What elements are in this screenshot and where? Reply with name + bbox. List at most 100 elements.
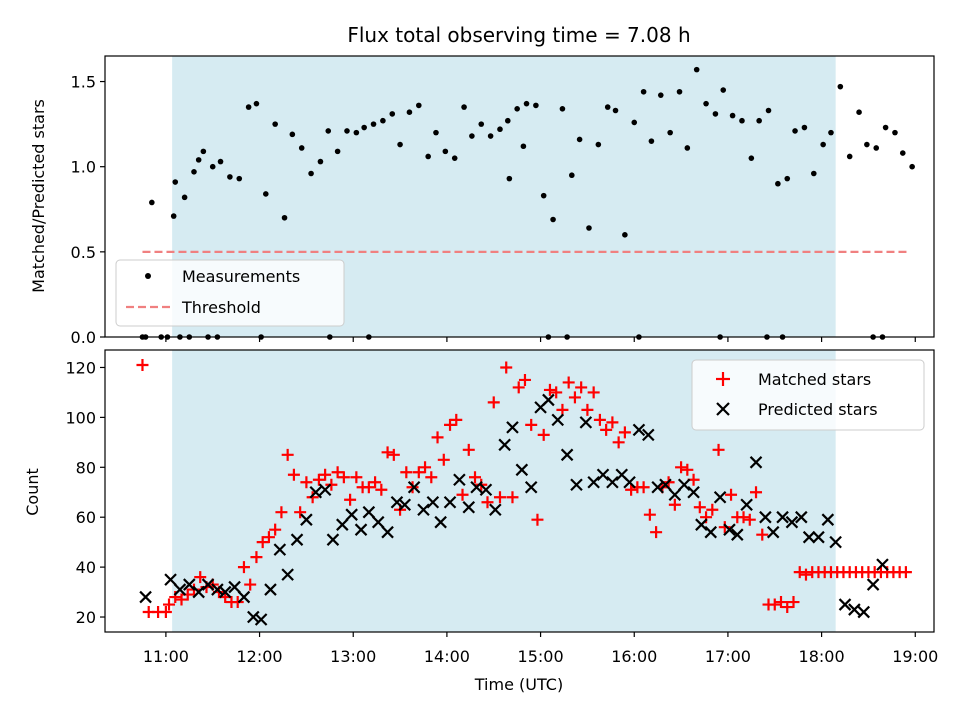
x-tick-label: 18:00 — [799, 647, 845, 666]
y-tick-label: 80 — [76, 458, 96, 477]
y-tick-label: 100 — [65, 408, 96, 427]
predicted-star-point — [345, 508, 358, 521]
matched-star-point — [450, 413, 463, 426]
predicted-star-point — [551, 413, 565, 427]
plot-frame-bottom — [104, 349, 935, 633]
predicted-star-point — [560, 448, 574, 462]
matched-star-point — [325, 478, 338, 491]
x-tick-label: 14:00 — [424, 647, 470, 666]
predicted-star-point — [731, 528, 744, 541]
predicted-star-point — [417, 503, 430, 516]
matched-star-point — [406, 481, 419, 494]
matched-star-point — [159, 606, 172, 619]
y-tick-label: 1.5 — [71, 73, 96, 92]
measurement-point — [864, 141, 870, 148]
matched-star-point — [750, 486, 763, 499]
measurement-point — [703, 100, 709, 107]
predicted-star-point — [524, 480, 538, 494]
matched-star-point — [444, 418, 457, 431]
matched-star-point — [787, 596, 800, 609]
measurement-point — [729, 112, 736, 119]
measurement-point — [487, 133, 494, 139]
measurement-point — [227, 174, 233, 180]
predicted-star-point — [371, 515, 385, 529]
matched-star-point — [275, 506, 288, 519]
predicted-star-point — [434, 515, 447, 529]
matched-star-point — [743, 513, 756, 526]
measurement-point — [892, 129, 898, 136]
measurement-point — [272, 121, 278, 127]
predicted-star-point — [498, 438, 511, 452]
predicted-star-point — [704, 525, 718, 539]
legend-top: Measurements Threshold — [115, 259, 345, 327]
panel-bottom: 20 40 60 80 100 120 11:00 12:00 13:00 14:00 15:00… — [23, 349, 938, 694]
matched-star-point — [462, 443, 475, 456]
chart-title: Flux total observing time = 7.08 h — [347, 23, 690, 47]
matched-star-point — [231, 596, 244, 609]
matched-star-point — [506, 491, 519, 504]
measurement-point — [497, 126, 503, 133]
predicted-star-point — [479, 483, 493, 497]
x-tick-label: 13:00 — [330, 647, 376, 666]
measurement-point — [657, 92, 664, 98]
measurement-point — [604, 104, 611, 110]
measurement-point — [451, 155, 458, 161]
predicted-star-point — [776, 510, 789, 524]
predicted-star-point — [515, 463, 529, 477]
measurement-point — [640, 88, 647, 95]
predicted-star-point — [570, 478, 583, 492]
matched-star-point — [693, 501, 706, 514]
matched-star-point — [712, 443, 725, 456]
predicted-star-point — [606, 475, 619, 489]
predicted-star-point — [740, 498, 753, 512]
measurement-point — [756, 117, 762, 124]
matched-star-point — [575, 381, 588, 394]
matched-star-point — [400, 466, 413, 479]
predicted-star-point — [281, 568, 294, 581]
measurement-point — [801, 124, 808, 131]
measurement-point — [425, 153, 431, 160]
predicted-star-point — [290, 533, 304, 546]
x-tick-label: 17:00 — [705, 647, 751, 666]
measurement-point — [720, 87, 727, 93]
matched-star-point — [262, 531, 275, 544]
x-tick-label: 12:00 — [237, 647, 283, 666]
measurement-point — [586, 225, 592, 231]
matched-star-point — [537, 428, 550, 441]
predicted-star-point — [857, 605, 871, 619]
matched-star-point — [650, 526, 663, 539]
matched-star-point — [718, 521, 731, 534]
y-tick-label: 1.0 — [71, 158, 96, 177]
predicted-star-point — [759, 510, 772, 524]
predicted-star-point — [354, 523, 368, 536]
measurement-point — [281, 214, 288, 221]
y-tick-label: 40 — [76, 558, 96, 577]
legend-top-box — [115, 259, 345, 327]
measurement-point — [550, 216, 556, 223]
panel-top: 0.0 0.5 1.0 1.5 Flux total observing time =… — [29, 23, 935, 347]
measurement-point — [149, 199, 155, 206]
predicted-star-point — [713, 490, 727, 504]
measurement-point — [416, 102, 422, 109]
measurement-point — [504, 117, 511, 124]
measurement-point — [334, 148, 341, 155]
predicted-star-point — [173, 583, 187, 596]
matched-star-point — [250, 551, 263, 564]
measurement-point — [899, 150, 906, 156]
matched-star-point — [337, 471, 350, 484]
matched-star-point — [481, 496, 494, 509]
matched-star-point — [531, 513, 544, 526]
legend-bottom-box — [691, 359, 925, 431]
matched-star-point — [525, 418, 538, 431]
predicted-star-point — [398, 498, 412, 512]
predicted-star-point — [228, 580, 241, 594]
marks-bottom — [136, 358, 912, 626]
legend-measurements-marker — [145, 273, 151, 279]
matched-star-point — [781, 601, 794, 614]
predicted-star-point — [462, 500, 476, 514]
predicted-star-point — [139, 590, 152, 604]
measurement-point — [195, 157, 202, 163]
matched-star-point — [163, 598, 176, 611]
measurement-point — [792, 128, 798, 134]
predicted-star-point — [247, 610, 260, 624]
